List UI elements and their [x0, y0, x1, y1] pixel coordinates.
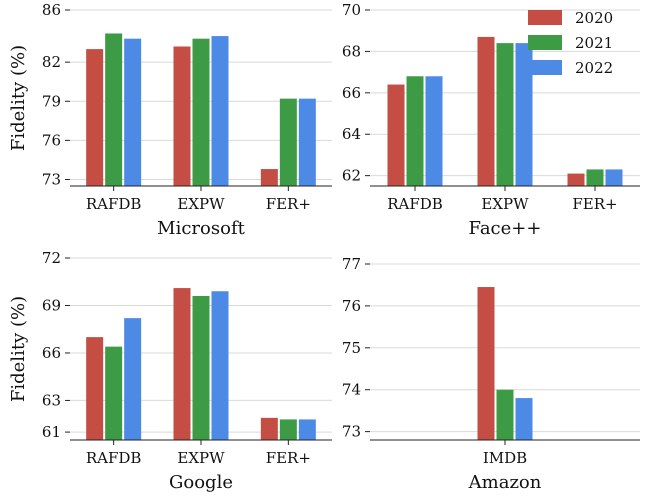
bar-2022-fer [298, 98, 316, 186]
x-tick-label: IMDB [483, 449, 527, 467]
legend: 2020 2021 2022 [528, 9, 613, 77]
bar-2020-fer [567, 173, 585, 186]
bar-2020-rafdb [86, 337, 104, 440]
bar-2021-expw [192, 38, 210, 186]
x-tick-label: RAFDB [86, 195, 142, 213]
bar-2022-fer [298, 419, 316, 440]
bar-2020-imdb [477, 287, 495, 440]
y-tick-label: 73 [42, 170, 61, 188]
x-tick-label: FER+ [266, 449, 311, 467]
x-axis-title: Face++ [469, 218, 542, 239]
y-tick-label: 72 [42, 249, 61, 267]
bar-2022-rafdb [124, 318, 142, 440]
panel-3: 61 63 66 69 72 RAFDB EXPW FER+ Google Fidelity (%… [8, 249, 332, 493]
y-tick-label: 75 [342, 339, 361, 357]
y-tick-label: 77 [342, 255, 361, 273]
bar-2022-expw [211, 291, 229, 440]
x-tick-label: RAFDB [387, 195, 443, 213]
y-tick-label: 76 [42, 131, 61, 149]
bar-2021-rafdb [105, 346, 123, 440]
x-tick-label: EXPW [177, 449, 225, 467]
x-axis-title: Amazon [468, 472, 542, 493]
legend-swatch-2020 [528, 10, 562, 25]
y-tick-label: 79 [42, 92, 61, 110]
panel-2: 62 64 66 68 70 RAFDB EXPW FER+ Face++ [342, 1, 640, 239]
y-tick-label: 62 [342, 167, 361, 185]
bar-2022-expw [211, 36, 229, 187]
y-tick-label: 82 [42, 53, 61, 71]
bar-2021-expw [192, 295, 210, 440]
x-tick-label: FER+ [266, 195, 311, 213]
bar-2022-rafdb [124, 38, 142, 186]
bar-2020-expw [173, 46, 191, 186]
legend-swatch-2021 [528, 35, 562, 50]
bar-2022-expw [515, 43, 533, 187]
legend-swatch-2022 [528, 60, 562, 75]
legend-label-2020: 2020 [575, 9, 613, 27]
bar-2022-fer [605, 169, 623, 186]
y-tick-label: 63 [42, 391, 61, 409]
y-tick-label: 69 [42, 296, 61, 314]
y-tick-label: 73 [342, 423, 361, 441]
panel-1: 73 76 79 82 86 RAFDB EXPW FER+ Microsoft Fidelity… [8, 1, 332, 239]
y-tick-label: 61 [42, 423, 61, 441]
bar-2020-fer [260, 417, 278, 440]
y-axis-title: Fidelity (%) [8, 45, 29, 151]
bar-2020-expw [173, 288, 191, 440]
bar-2020-fer [260, 169, 278, 186]
bar-2021-fer [279, 419, 297, 440]
y-tick-label: 66 [342, 84, 361, 102]
x-tick-label: EXPW [481, 195, 529, 213]
x-tick-label: FER+ [572, 195, 617, 213]
y-tick-label: 68 [342, 42, 361, 60]
y-tick-label: 86 [42, 1, 61, 19]
legend-label-2021: 2021 [575, 34, 613, 52]
bar-2020-rafdb [86, 49, 104, 186]
x-axis-title: Google [169, 472, 233, 493]
x-axis-title: Microsoft [157, 218, 245, 239]
bar-2021-fer [586, 169, 604, 186]
bar-2020-rafdb [387, 84, 405, 186]
bar-2022-rafdb [425, 76, 443, 186]
y-axis-title: Fidelity (%) [8, 296, 29, 402]
legend-label-2022: 2022 [575, 59, 613, 77]
bar-2020-expw [477, 36, 495, 186]
y-tick-label: 66 [42, 344, 61, 362]
panel-4: 73 74 75 76 77 IMDB Amazon [342, 255, 640, 493]
y-tick-label: 76 [342, 297, 361, 315]
bar-2021-rafdb [406, 76, 424, 186]
x-tick-label: RAFDB [86, 449, 142, 467]
bar-2021-rafdb [105, 33, 123, 186]
bar-2021-expw [496, 43, 514, 187]
x-tick-label: EXPW [177, 195, 225, 213]
bar-2021-fer [279, 98, 297, 186]
bar-2021-imdb [496, 389, 514, 440]
y-tick-label: 70 [342, 1, 361, 19]
y-tick-label: 74 [342, 381, 361, 399]
y-tick-label: 64 [342, 125, 361, 143]
bar-2022-imdb [515, 398, 533, 440]
